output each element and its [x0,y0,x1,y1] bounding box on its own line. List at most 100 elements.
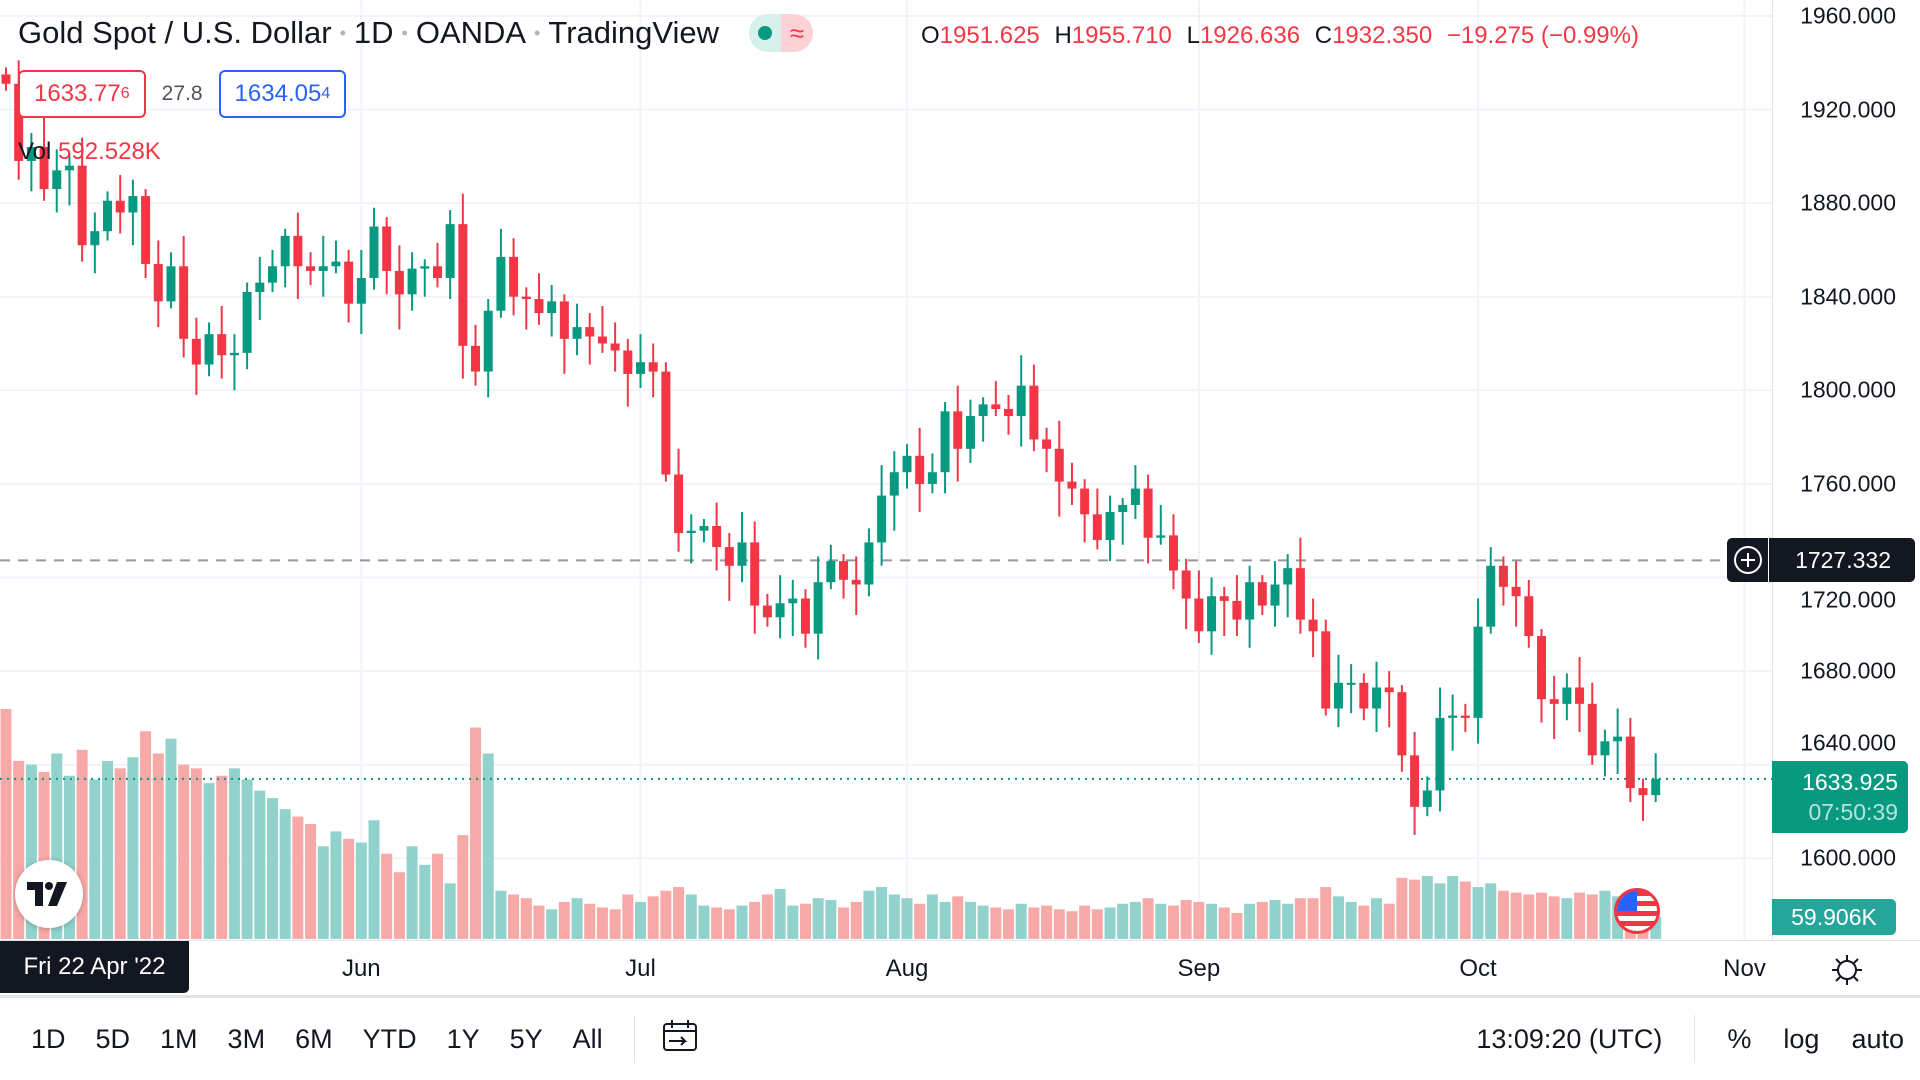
time-tick-label: Jul [625,955,656,982]
log-scale-toggle[interactable]: log [1783,1023,1820,1054]
candle-body [521,296,531,300]
add-alert-plus-icon[interactable] [1727,538,1769,583]
candle-body [1524,596,1534,636]
candle-body [293,235,303,267]
sell-button[interactable]: 1633.77 6 [18,70,146,118]
volume-bar [495,890,507,939]
range-button-ytd[interactable]: YTD [362,1023,417,1054]
buy-button[interactable]: 1634.05 4 [218,70,347,118]
candle-body [1,74,11,84]
clock-utc[interactable]: 13:09:20 (UTC) [1476,1023,1663,1054]
candle-body [356,277,366,304]
tradingview-logo[interactable] [15,860,83,928]
volume-bar [1485,883,1497,939]
candle-body [166,266,176,302]
candle-body [179,266,189,339]
price-chart[interactable] [0,0,1772,940]
volume-bar [1497,890,1509,939]
range-button-1d[interactable]: 1D [31,1023,66,1054]
price-tick-label: 1680.000 [1800,657,1896,684]
candle [1270,561,1280,627]
range-button-all[interactable]: All [572,1023,603,1054]
range-button-5y[interactable]: 5Y [509,1023,543,1054]
volume-bar [1459,881,1471,939]
volume-bar [393,872,405,939]
candle [1130,465,1140,519]
volume-bar [305,823,317,939]
candle [699,519,709,543]
candle [762,593,772,627]
candle [496,228,506,318]
price-axis[interactable]: 1960.000 1920.000 1880.000 1840.000 1800.000… [1772,0,1920,940]
volume-bar [660,890,672,939]
time-tick-label: Jun [341,955,381,982]
candle [965,399,975,463]
range-button-3m[interactable]: 3M [227,1023,266,1054]
candle-body [953,411,963,449]
range-button-6m[interactable]: 6M [295,1023,333,1054]
candle-body [877,495,887,543]
candle [420,259,430,297]
candle-body [1372,687,1382,709]
time-tick-label: Sep [1177,955,1221,982]
candle-body [1232,600,1242,620]
candle [267,249,277,293]
candle [953,385,963,482]
crosshair-date-label: Fri 22 Apr '22 [0,941,189,993]
volume-bar [1409,879,1421,939]
candle-body [1105,511,1115,541]
range-button-5d[interactable]: 5D [95,1023,131,1054]
time-axis[interactable]: Fri 22 Apr '22 Jun Jul Aug Sep Oct Nov [0,940,1920,998]
candle [597,306,607,353]
candle [356,249,366,335]
candle [1333,654,1343,728]
range-button-1m[interactable]: 1M [160,1023,198,1054]
candle-body [851,579,861,585]
candle [1029,364,1039,452]
candle-body [661,371,671,475]
candle [813,556,823,660]
separator-dot: • [534,22,541,43]
volume-bar [13,760,25,939]
chart-settings-gear-icon[interactable] [1830,953,1864,992]
candle-body [1359,682,1369,709]
candle-body [509,256,519,297]
candle-body [331,261,341,267]
candle [978,397,988,442]
price-tick-label: 1600.000 [1800,844,1896,871]
symbol-title[interactable]: Gold Spot / U.S. Dollar [18,15,332,50]
volume-bar [368,820,380,939]
range-button-1y[interactable]: 1Y [446,1023,480,1054]
volume-bar [0,708,12,939]
volume-bar [1117,903,1129,939]
percent-scale-toggle[interactable]: % [1727,1023,1752,1054]
us-flag-icon[interactable] [1614,888,1660,934]
auto-scale-toggle[interactable]: auto [1851,1023,1904,1054]
candle-body [800,598,810,634]
candle-body [534,299,544,314]
time-tick-label: Nov [1723,955,1766,982]
candle-body [1321,631,1331,709]
volume-bar [444,883,456,939]
candle [1016,355,1026,447]
volume-bar [596,907,608,939]
volume-bar [1561,898,1573,939]
last-price-label: 1633.925 07:50:39 [1772,760,1908,833]
candle-body [1283,568,1293,585]
candle [877,465,887,566]
candle [1448,694,1458,751]
candle-body [394,270,404,295]
volume-bar [850,901,862,939]
candle-body [1397,692,1407,756]
candle-body [1181,570,1191,599]
candle-body [864,542,874,585]
volume-bar [723,909,735,939]
candle [1638,778,1648,821]
chart-pane[interactable]: Gold Spot / U.S. Dollar • 1D • OANDA • Trad… [0,0,1772,940]
candle [318,235,328,297]
candle-body [927,472,937,484]
go-to-date-calendar-icon[interactable] [651,1019,709,1060]
candle [445,210,455,300]
candle [217,306,227,379]
status-pill[interactable]: ≈ [749,14,813,52]
